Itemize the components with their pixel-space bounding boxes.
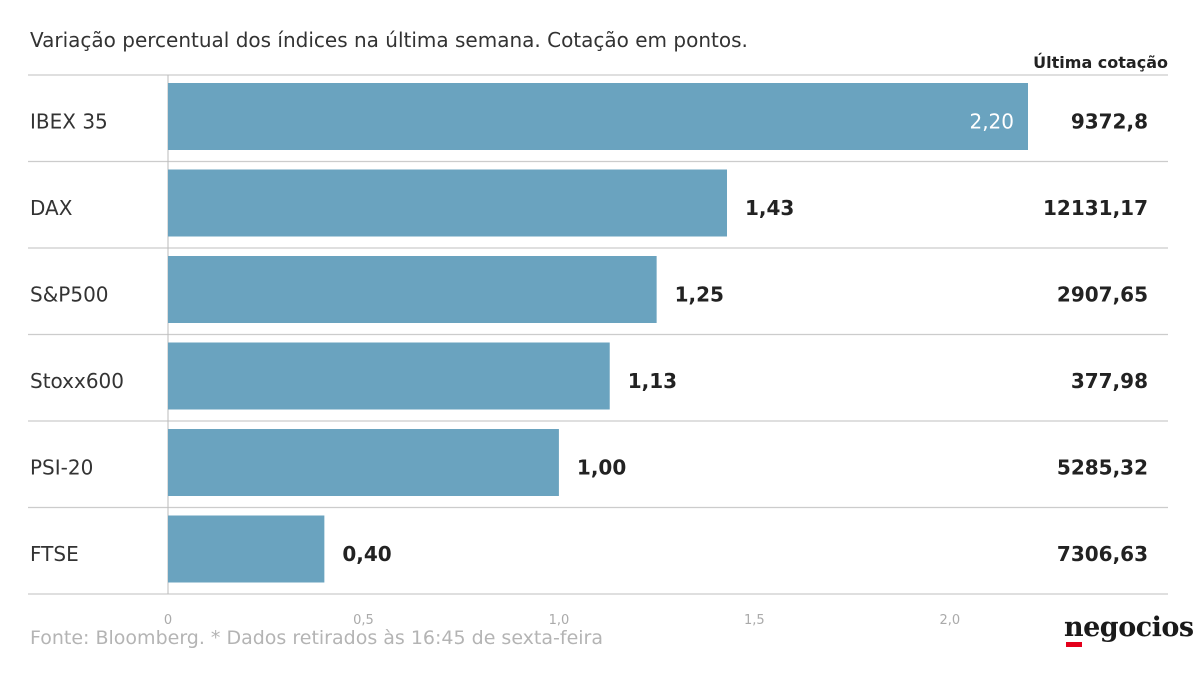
last-quote-value: 12131,17 [1043,196,1148,220]
bar [168,256,657,323]
x-tick-label: 1,0 [549,613,570,628]
value-label: 1,43 [745,196,794,220]
last-quote-header: Última cotação [1033,53,1168,72]
source-note: Fonte: Bloomberg. * Dados retirados às 1… [30,627,603,649]
brand-name: negocios [1064,612,1194,643]
last-quote-value: 2907,65 [1057,282,1148,306]
value-label: 2,20 [969,109,1014,133]
last-quote-value: 7306,63 [1057,542,1148,566]
x-tick-label: 0 [164,613,172,628]
bar [168,429,559,496]
x-tick-label: 1,5 [744,613,765,628]
category-label: PSI-20 [30,455,93,479]
category-label: FTSE [30,542,79,566]
category-label: DAX [30,196,73,220]
last-quote-value: 377,98 [1071,369,1148,393]
x-tick-label: 0,5 [353,613,374,628]
bar [168,515,325,583]
value-label: 0,40 [342,542,391,566]
last-quote-value: 9372,8 [1071,109,1148,133]
category-label: Stoxx600 [30,369,124,393]
last-quote-value: 5285,32 [1057,455,1148,479]
value-label: 1,13 [628,369,677,393]
category-label: IBEX 35 [30,109,108,133]
value-label: 1,25 [675,282,724,306]
chart-subtitle: Variação percentual dos índices na últim… [30,28,748,52]
bar [168,83,1028,150]
category-label: S&P500 [30,282,109,306]
bar [168,169,727,237]
bar [168,342,610,410]
negocios-logo: negocios [1064,612,1194,647]
value-label: 1,00 [577,455,626,479]
brand-accent-mark [1066,642,1082,647]
x-tick-label: 2,0 [939,613,960,628]
